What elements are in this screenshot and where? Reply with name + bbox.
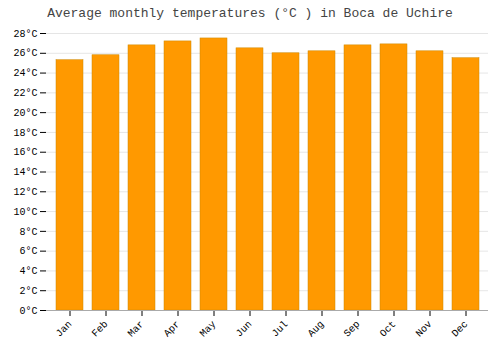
svg-text:Aug: Aug: [306, 319, 327, 340]
svg-text:20°C: 20°C: [13, 108, 37, 119]
svg-text:14°C: 14°C: [13, 167, 37, 178]
svg-text:Oct: Oct: [378, 319, 399, 340]
svg-text:8°C: 8°C: [19, 227, 37, 238]
svg-text:4°C: 4°C: [19, 266, 37, 277]
svg-text:12°C: 12°C: [13, 187, 37, 198]
svg-text:6°C: 6°C: [19, 246, 37, 257]
svg-text:Mar: Mar: [126, 319, 147, 340]
svg-text:Nov: Nov: [414, 319, 435, 340]
svg-text:18°C: 18°C: [13, 128, 37, 139]
svg-text:26°C: 26°C: [13, 48, 37, 59]
svg-text:24°C: 24°C: [13, 68, 37, 79]
svg-text:Jan: Jan: [54, 319, 75, 340]
svg-text:Sep: Sep: [342, 319, 363, 340]
svg-text:Apr: Apr: [162, 319, 183, 340]
svg-text:2°C: 2°C: [19, 286, 37, 297]
svg-text:10°C: 10°C: [13, 207, 37, 218]
svg-text:28°C: 28°C: [13, 29, 37, 40]
html-text:Average monthly temperatures (: Average monthly temperatures (°C ) in Bo…: [47, 6, 453, 21]
svg-text:Feb: Feb: [90, 319, 111, 340]
svg-text:0°C: 0°C: [19, 306, 37, 317]
svg-text:Jul: Jul: [270, 319, 291, 340]
svg-text:Dec: Dec: [450, 319, 471, 340]
svg-text:Jun: Jun: [234, 319, 255, 340]
svg-text:22°C: 22°C: [13, 88, 37, 99]
svg-text:16°C: 16°C: [13, 147, 37, 158]
svg-text:May: May: [198, 319, 219, 340]
